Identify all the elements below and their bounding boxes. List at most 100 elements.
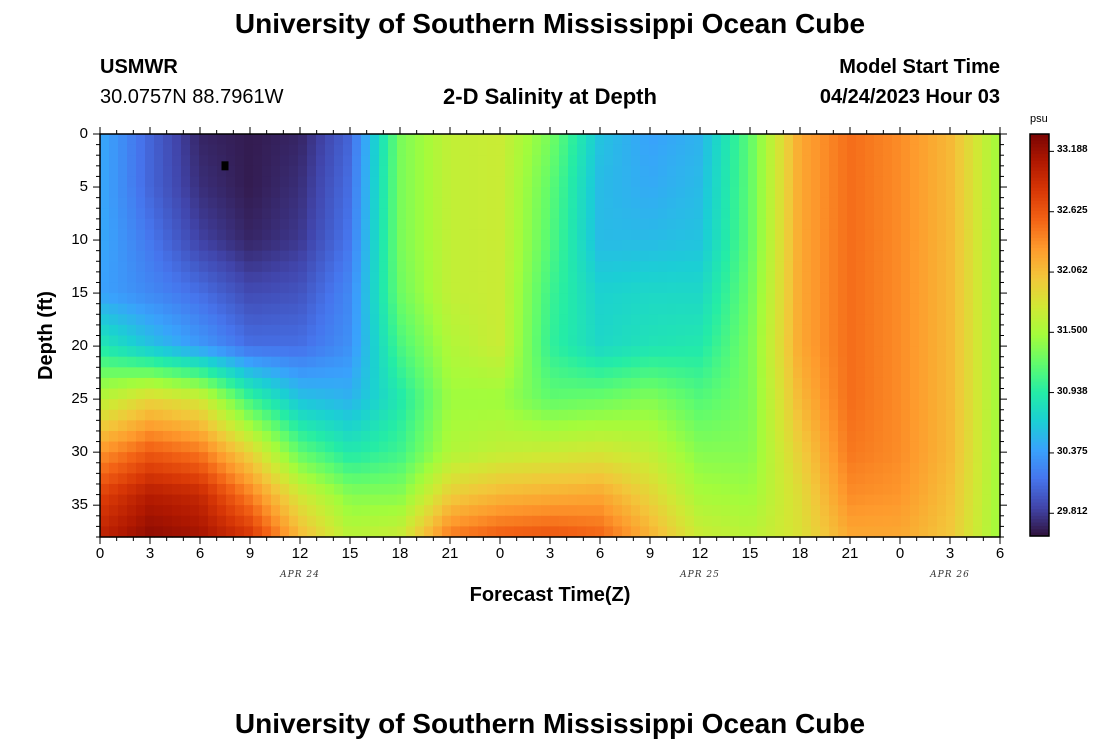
heatmap-cell (838, 303, 848, 315)
heatmap-cell (892, 261, 902, 273)
heatmap-cell (946, 430, 956, 443)
heatmap-cell (325, 271, 335, 284)
heatmap-cell (487, 420, 497, 432)
x-tick-label: 0 (895, 545, 905, 562)
heatmap-cell (721, 229, 731, 241)
heatmap-cell (928, 356, 938, 368)
heatmap-cell (901, 452, 911, 464)
heatmap-cell (253, 134, 263, 146)
heatmap-cell (109, 515, 119, 527)
heatmap-cell (964, 462, 974, 474)
heatmap-cell (307, 293, 317, 305)
heatmap-cell (514, 409, 524, 421)
heatmap-cell (361, 409, 371, 421)
heatmap-cell (730, 155, 740, 167)
heatmap-cell (100, 303, 110, 315)
heatmap-cell (460, 367, 470, 379)
heatmap-cell (199, 240, 209, 252)
heatmap-cell (163, 335, 173, 347)
heatmap-cell (334, 335, 344, 347)
heatmap-cell (442, 420, 452, 432)
heatmap-cell (838, 452, 848, 464)
heatmap-cell (451, 155, 461, 167)
heatmap-cell (361, 271, 371, 284)
heatmap-cell (145, 261, 155, 273)
heatmap-cell (775, 250, 785, 262)
heatmap-cell (523, 271, 533, 284)
heatmap-cell (343, 282, 353, 294)
heatmap-cell (478, 452, 488, 464)
colorbar-segment (1030, 278, 1049, 282)
heatmap-cell (559, 324, 569, 337)
heatmap-cell (991, 261, 1001, 273)
heatmap-cell (388, 134, 398, 146)
heatmap-cell (856, 229, 866, 241)
heatmap-cell (424, 303, 434, 315)
heatmap-cell (433, 144, 443, 156)
heatmap-cell (397, 314, 407, 326)
colorbar-segment (1030, 180, 1049, 185)
heatmap-cell (208, 165, 218, 178)
heatmap-cell (847, 483, 857, 496)
heatmap-cell (199, 483, 209, 496)
heatmap-cell (640, 452, 650, 464)
heatmap-cell (883, 155, 893, 167)
heatmap-cell (640, 176, 650, 188)
colorbar-segment (1030, 532, 1049, 537)
heatmap-cell (487, 430, 497, 443)
heatmap-cell (739, 367, 749, 379)
heatmap-cell (928, 176, 938, 188)
heatmap-cell (928, 187, 938, 199)
x-tick-label: 0 (95, 545, 105, 562)
heatmap-cell (910, 462, 920, 474)
heatmap-cell (307, 473, 317, 485)
heatmap-cell (685, 452, 695, 464)
heatmap-cell (280, 303, 290, 315)
colorbar-segment (1030, 304, 1049, 309)
heatmap-cell (181, 367, 191, 379)
heatmap-cell (640, 473, 650, 485)
heatmap-cell (325, 346, 335, 358)
heatmap-cell (694, 293, 704, 305)
colorbar-segment (1030, 264, 1049, 269)
heatmap-cell (847, 208, 857, 220)
heatmap-cell (118, 314, 128, 326)
heatmap-cell (856, 367, 866, 379)
heatmap-cell (802, 314, 812, 326)
heatmap-cell (829, 526, 839, 538)
heatmap-cell (838, 356, 848, 368)
heatmap-cell (316, 282, 326, 294)
heatmap-cell (667, 462, 677, 474)
heatmap-cell (973, 377, 983, 390)
heatmap-cell (316, 483, 326, 496)
heatmap-cell (343, 335, 353, 347)
heatmap-cell (712, 271, 722, 284)
heatmap-cell (451, 134, 461, 146)
heatmap-cell (865, 515, 875, 527)
heatmap-cell (667, 176, 677, 188)
heatmap-cell (973, 505, 983, 517)
heatmap-cell (937, 526, 947, 538)
heatmap-cell (433, 388, 443, 400)
heatmap-cell (451, 452, 461, 464)
heatmap-cell (460, 250, 470, 262)
heatmap-cell (928, 399, 938, 411)
heatmap-cell (505, 134, 515, 146)
heatmap-cell (325, 176, 335, 188)
heatmap-cell (847, 526, 857, 538)
heatmap-cell (586, 399, 596, 411)
heatmap-cell (352, 494, 362, 506)
heatmap-cell (874, 526, 884, 538)
heatmap-cell (982, 356, 992, 368)
heatmap-cell (910, 176, 920, 188)
heatmap-cell (514, 314, 524, 326)
heatmap-cell (649, 229, 659, 241)
heatmap-cell (964, 420, 974, 432)
heatmap-cell (568, 441, 578, 453)
heatmap-cell (586, 356, 596, 368)
heatmap-cell (172, 218, 182, 231)
heatmap-cell (172, 346, 182, 358)
heatmap-cell (496, 155, 506, 167)
heatmap-cell (856, 208, 866, 220)
heatmap-cell (694, 229, 704, 241)
